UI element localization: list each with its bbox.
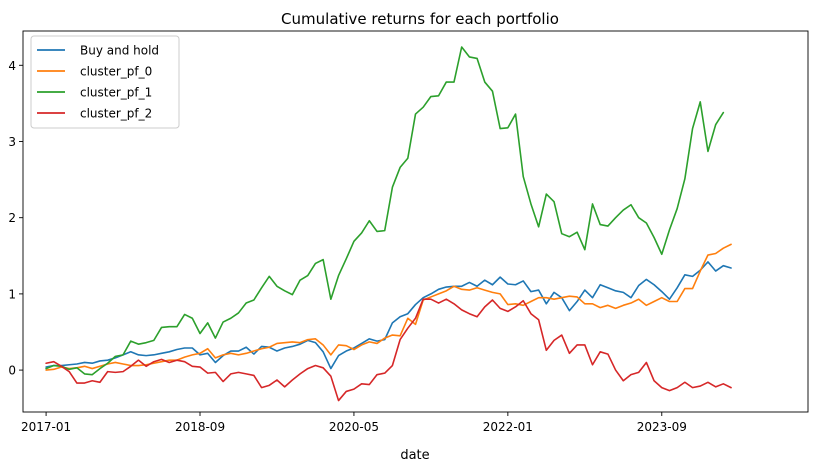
legend-label-1: cluster_pf_0	[80, 65, 152, 79]
series-line-0	[45, 261, 732, 370]
legend: Buy and hold cluster_pf_0 cluster_pf_1clus…	[30, 35, 180, 129]
x-axis: 2017-01 2018-09 2020-05 2022-01 2023-09	[21, 412, 687, 434]
x-tick-label-3: 2022-01	[483, 420, 533, 434]
x-tick-label-0: 2017-01	[21, 420, 71, 434]
y-tick-label-4: 4	[8, 59, 16, 73]
y-tick-label-0: 0	[8, 364, 16, 378]
y-tick-label-3: 3	[8, 135, 16, 149]
series-line-2	[45, 46, 725, 376]
y-tick-label-2: 2	[8, 211, 16, 225]
legend-box	[30, 35, 180, 129]
legend-label-0: Buy and hold	[80, 44, 159, 58]
legend-label-3: cluster_pf_2	[80, 107, 152, 121]
x-tick-label-4: 2023-09	[637, 420, 687, 434]
y-axis: 0 1 2 3 4	[8, 59, 23, 378]
x-tick-label-2: 2020-05	[329, 420, 379, 434]
legend-label-2: cluster_pf_1	[80, 86, 152, 100]
x-tick-label-1: 2018-09	[175, 420, 225, 434]
series-line-1	[45, 243, 732, 371]
series-line-3	[45, 298, 732, 402]
series-layer	[45, 46, 732, 402]
y-tick-label-1: 1	[8, 287, 16, 301]
x-axis-label: date	[400, 448, 429, 463]
chart-title: Cumulative returns for each portfolio	[281, 10, 559, 28]
axes-frame	[22, 30, 809, 413]
